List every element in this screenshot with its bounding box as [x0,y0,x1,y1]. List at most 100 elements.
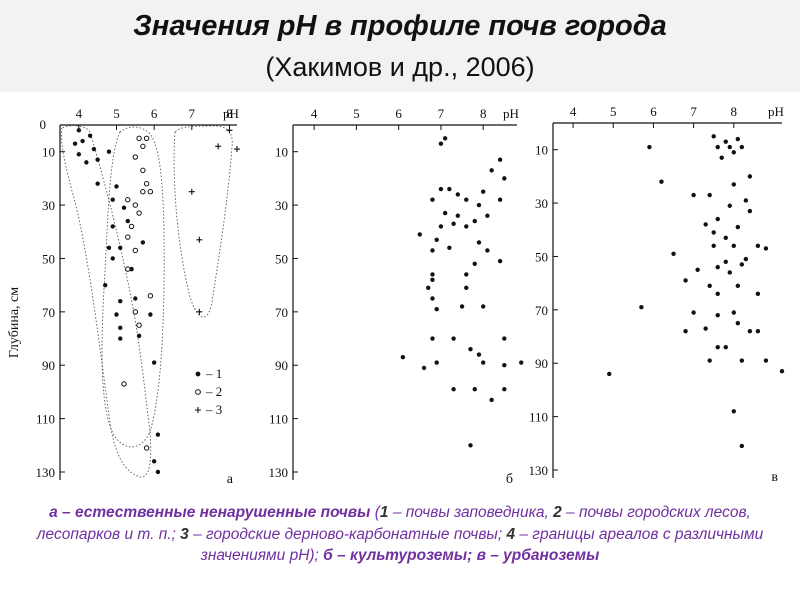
x-tick-label: 8 [226,106,233,121]
y-tick-label: 90 [535,356,548,371]
data-point [727,203,732,208]
data-point [110,224,115,229]
data-point-open [143,445,150,451]
data-point-open [136,322,142,328]
data-point [151,459,157,464]
data-point [502,176,507,181]
data-point [735,136,741,142]
data-point [715,312,720,318]
x-tick-label: 7 [438,106,445,121]
panel-label: б [506,472,513,487]
data-point [455,192,461,197]
data-point [76,128,82,133]
y-tick-label: 130 [36,465,56,480]
data-point [118,325,123,331]
data-point [451,387,456,392]
x-tick-label: 5 [610,104,617,119]
data-point [755,291,761,297]
y-tick-label: 30 [42,198,55,213]
data-point-open [136,210,142,216]
data-point-open [132,154,139,160]
legend-label: – 3 [205,402,222,417]
data-point [683,328,688,334]
caption-a: а – естественные ненарушенные почвы [49,504,371,521]
legend-marker-1 [195,371,201,377]
data-point-plus [226,127,233,134]
data-point [723,345,728,350]
data-point [747,174,753,179]
data-point-plus [188,188,195,195]
data-point [727,270,732,275]
data-point [95,181,100,186]
caption-legend-2-num: 2 [553,504,562,521]
data-point [442,136,448,141]
data-point [430,248,435,253]
data-point [695,267,700,273]
data-point [155,432,161,437]
data-point-open [121,381,127,387]
data-point [763,358,769,363]
y-tick-label: 50 [275,251,288,266]
data-point [743,256,749,262]
data-point-open [143,181,150,187]
data-point-plus [234,146,240,153]
area-boundary-1 [61,125,152,478]
data-point [114,184,119,189]
data-point [106,149,112,154]
data-point [739,443,745,449]
data-point [497,157,503,162]
caption-legend-4: – границы ареалов с различными значениям… [200,525,764,565]
data-point [102,282,108,288]
data-point [739,144,745,150]
data-point [121,205,127,210]
y-tick-label: 70 [535,303,548,318]
legend-label: – 2 [205,384,222,399]
y-tick-label: 70 [42,305,55,320]
data-point [731,409,736,414]
data-point [731,182,736,187]
y-zero-label: 0 [40,117,47,132]
data-point [400,355,406,360]
data-point [125,218,130,224]
data-point [464,197,469,202]
data-point [703,326,708,331]
data-point [647,144,652,150]
data-point [731,150,736,155]
data-point [442,210,448,216]
data-point [683,278,688,283]
data-point [451,336,456,341]
caption-v: в – урбаноземы [472,547,600,564]
data-point-open [136,135,142,142]
x-tick-label: 4 [570,104,577,119]
data-point-open [140,143,146,150]
x-tick-label: 7 [690,104,697,119]
data-point [485,213,490,218]
data-point-open [147,189,154,195]
data-point [434,306,439,312]
data-point-open [125,197,131,203]
data-point [727,144,732,150]
data-point [140,240,146,245]
data-point [129,266,134,272]
caption-legend-1-num: 1 [379,504,389,521]
data-point [472,387,477,392]
data-point [118,336,123,341]
data-point [76,152,82,157]
data-point-plus [196,236,203,243]
data-point [502,336,507,341]
page-title: Значения рН в профиле почв города [133,10,667,42]
data-point [148,312,153,317]
data-point [747,328,753,334]
x-tick-label: 7 [189,106,196,121]
data-point [755,243,761,248]
data-point [502,387,507,392]
data-point [502,363,507,368]
x-axis-label: pH [223,106,239,121]
data-point [715,216,720,222]
data-point [118,245,123,250]
data-point [497,258,503,264]
y-tick-label: 110 [529,410,548,425]
data-point [72,141,78,146]
data-point [715,144,720,150]
data-point [151,360,157,365]
